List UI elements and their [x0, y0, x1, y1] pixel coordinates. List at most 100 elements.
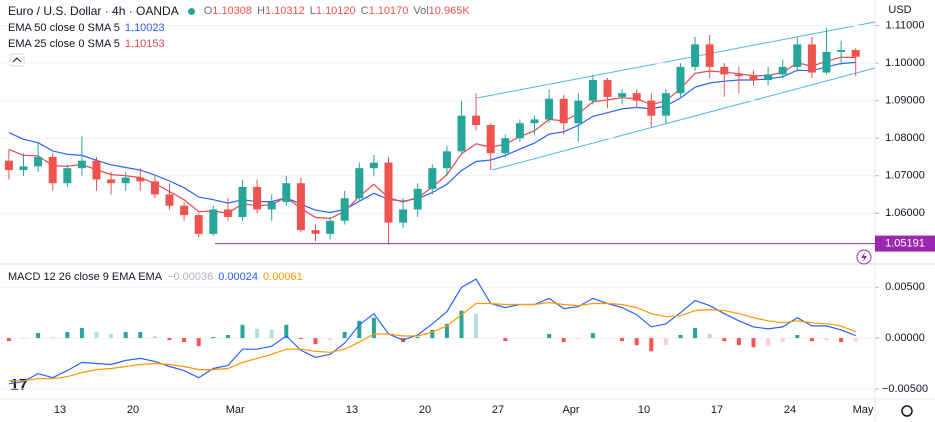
y-tick-label: 1.06000 [885, 207, 925, 219]
y-tick-label: 0.00500 [885, 281, 925, 293]
histogram-bar [620, 338, 625, 342]
candle-body [749, 76, 758, 81]
symbol-title: Euro / U.S. Dollar · 4h · OANDA [8, 4, 179, 18]
logo: 17 [10, 377, 28, 394]
candle-body [209, 209, 218, 234]
candle-body [296, 183, 305, 231]
y-tick-label: 1.08000 [885, 132, 925, 144]
histogram-bar [152, 336, 157, 339]
x-tick-label: 24 [784, 404, 796, 416]
candle-body [442, 151, 451, 169]
x-tick-label: 13 [346, 404, 358, 416]
histogram-bar [663, 338, 668, 346]
candle-body [559, 98, 568, 124]
histogram-bar [649, 338, 654, 352]
candle-body [676, 66, 685, 94]
candle-body [19, 166, 28, 171]
candle-body [92, 160, 101, 180]
histogram-bar [707, 334, 712, 339]
y-tick-label: −0.00500 [882, 383, 928, 395]
histogram-bar [211, 337, 216, 339]
channel-upper [476, 21, 876, 99]
candle-body [661, 93, 670, 116]
histogram-bar [722, 338, 727, 342]
y-tick-label: 1.11000 [886, 20, 925, 32]
ohlc-value: 1.10120 [315, 5, 356, 17]
candle-body [165, 194, 174, 206]
collapse-button[interactable] [9, 53, 25, 67]
x-tick-label: 13 [54, 404, 66, 416]
y-tick-label: 1.07000 [885, 170, 925, 182]
histogram-bar [50, 337, 55, 339]
indicator-line [8, 278, 856, 385]
candle-body [340, 198, 349, 221]
ohlc-value: 1.10170 [368, 5, 409, 17]
candle-body [282, 183, 291, 202]
histogram-bar [547, 334, 552, 339]
indicator-line [8, 301, 856, 382]
candle-body [501, 138, 510, 154]
candle-body [150, 181, 159, 195]
histogram-bar [474, 313, 479, 339]
histogram-bar [576, 338, 581, 340]
ohlc-key: Vol [413, 5, 429, 17]
indicator-value: 0.00024 [218, 271, 259, 283]
candle-body [384, 162, 393, 223]
x-tick-label: May [853, 404, 874, 416]
histogram-bar [766, 338, 771, 347]
candle-body [34, 156, 43, 167]
price-label: 1.05191 [885, 237, 925, 249]
histogram-bar [678, 335, 683, 339]
symbol-legend: Euro / U.S. Dollar · 4h · OANDA O1.10308… [8, 4, 470, 18]
macd-legend: MACD 12 26 close 9 EMA EMA −0.00036 0.00… [8, 271, 303, 283]
x-tick-label: 10 [638, 404, 650, 416]
ohlc-key: O [203, 5, 213, 17]
candle-body [4, 160, 13, 171]
candle-body [574, 100, 583, 124]
histogram-bar [371, 317, 376, 339]
histogram-bar [503, 338, 508, 342]
candle-body [720, 66, 729, 75]
settings-icon[interactable] [901, 405, 913, 417]
candle-body [253, 186, 262, 210]
indicator-value: −0.00036 [167, 271, 214, 283]
candle-body [515, 123, 524, 139]
collapse-arrow [12, 57, 22, 63]
candle-body [807, 44, 816, 73]
indicator-name: EMA 25 close 0 SMA 5 [8, 38, 120, 50]
candle-body [77, 160, 86, 169]
histogram-bar [357, 320, 362, 339]
candle-body [238, 186, 247, 217]
currency-label: USD [888, 4, 911, 16]
candle-body [822, 51, 831, 73]
candle-body [311, 230, 320, 234]
ohlc-item: Vol10.965K [413, 5, 469, 17]
x-tick-label: Mar [226, 404, 245, 416]
histogram-bar [284, 324, 289, 339]
ohlc-value: 1.10312 [265, 5, 305, 17]
indicator-value: 0.00061 [263, 271, 303, 283]
ohlc-item: C1.10170 [361, 5, 409, 17]
histogram-bar [6, 338, 11, 342]
indicator-name: MACD 12 26 close 9 EMA EMA [8, 271, 163, 283]
x-tick-label: Apr [562, 404, 579, 416]
ohlc-value: 1.10308 [212, 5, 253, 17]
candle-body [530, 119, 539, 124]
candle-body [588, 80, 597, 101]
x-tick-label: 17 [711, 404, 723, 416]
histogram-bar [109, 334, 114, 339]
candle-body [603, 80, 612, 97]
x-tick-label: 20 [419, 404, 431, 416]
histogram-bar [240, 324, 245, 339]
indicator-name: EMA 50 close 0 SMA 5 [8, 22, 120, 34]
histogram-bar [79, 327, 84, 339]
histogram-bar [328, 338, 333, 341]
histogram-bar [824, 338, 829, 341]
candle-body [632, 93, 641, 101]
indicator-value: 1.10023 [124, 22, 165, 34]
histogram-bar [65, 331, 70, 339]
candle-body [837, 50, 846, 52]
channel-lower [491, 67, 876, 171]
x-tick-label: 27 [492, 404, 504, 416]
